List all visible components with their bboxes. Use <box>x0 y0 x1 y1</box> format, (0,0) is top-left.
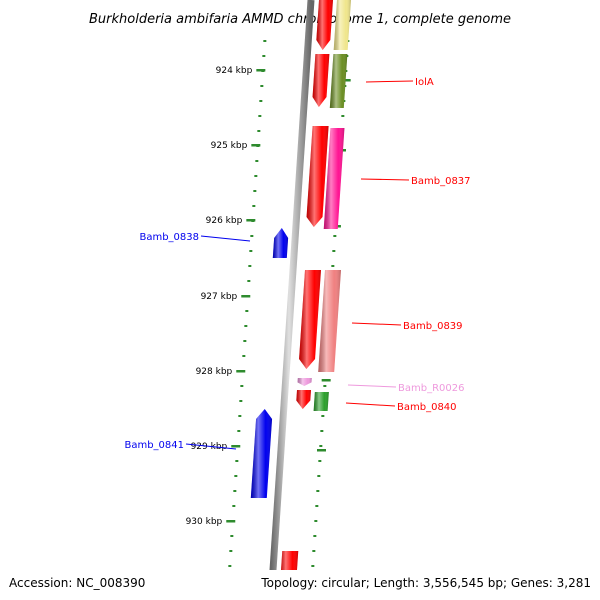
tick-dot <box>253 190 257 192</box>
tick-dot <box>255 160 259 162</box>
gene-leader-line <box>351 322 402 326</box>
outer-tick-dot <box>312 550 316 552</box>
outer-tick-dot <box>332 250 336 252</box>
tick-mark <box>246 219 256 222</box>
tick-dot <box>240 385 244 387</box>
outer-tick-dot <box>313 535 317 537</box>
outer-tick-dot <box>314 520 318 522</box>
gene-leader-line <box>185 443 237 450</box>
tick-label: 928 kbp <box>196 367 233 377</box>
tick-dot <box>242 355 246 357</box>
tick-dot <box>232 505 236 507</box>
gene-feature-shading <box>333 0 351 50</box>
gene-label[interactable]: IolA <box>415 77 434 88</box>
tick-mark <box>226 520 236 523</box>
gene-feature-shading <box>329 54 348 108</box>
tick-label: 929 kbp <box>191 442 228 452</box>
map-title: Burkholderia ambifaria AMMD chromosome 1… <box>89 12 511 27</box>
outer-tick-dot <box>315 505 319 507</box>
tick-dot <box>243 340 247 342</box>
tick-dot <box>248 265 252 267</box>
gene-label[interactable]: Bamb_0839 <box>403 321 463 332</box>
gene-feature-shading <box>312 54 330 107</box>
tick-dot <box>235 460 239 462</box>
tick-dot <box>263 40 267 42</box>
tick-dot <box>233 490 237 492</box>
gene-label[interactable]: Bamb_0840 <box>397 402 457 413</box>
tick-mark <box>231 445 241 448</box>
genome-backbone <box>267 0 315 600</box>
tick-mark <box>251 144 261 147</box>
tick-dot <box>230 535 234 537</box>
outer-tick-mark <box>341 79 351 82</box>
gene-leader-line <box>200 235 251 242</box>
tick-dot <box>260 85 264 87</box>
gene-leader-line <box>360 178 410 181</box>
outer-tick-dot <box>341 115 345 117</box>
tick-dot <box>238 415 242 417</box>
tick-dot <box>239 400 243 402</box>
tick-dot <box>249 250 253 252</box>
gene-feature-shading <box>323 128 345 229</box>
tick-dot <box>259 100 263 102</box>
tick-dot <box>262 55 266 57</box>
gene-leader-line <box>345 402 396 407</box>
tick-dot <box>257 130 261 132</box>
tick-dot <box>252 205 256 207</box>
gene-feature-shading <box>272 228 289 258</box>
tick-label: 924 kbp <box>216 66 253 76</box>
gene-feature-shading <box>299 270 321 369</box>
outer-tick-mark <box>321 379 331 382</box>
gene-feature-shading <box>296 390 311 409</box>
tick-dot <box>254 175 258 177</box>
outer-tick-dot <box>319 445 323 447</box>
gene-feature-shading <box>316 0 333 50</box>
accession-text: Accession: NC_008390 <box>9 576 145 590</box>
gene-leader-line <box>365 80 414 83</box>
outer-tick-mark <box>317 449 326 452</box>
gene-label[interactable]: Bamb_0841 <box>124 440 184 451</box>
topology-text: Topology: circular; Length: 3,556,545 bp… <box>260 576 591 590</box>
tick-dot <box>234 475 238 477</box>
tick-dot <box>258 115 262 117</box>
tick-label: 930 kbp <box>186 517 223 527</box>
tick-dot <box>244 325 248 327</box>
gene-feature-shading <box>250 409 273 498</box>
tick-dot <box>250 235 254 237</box>
tick-mark <box>256 69 266 72</box>
gene-feature-shading <box>297 378 312 386</box>
tick-dot <box>237 430 241 432</box>
gene-feature-shading <box>313 392 329 411</box>
gene-label[interactable]: Bamb_0837 <box>411 176 471 187</box>
gene-feature-shading <box>306 126 329 227</box>
outer-tick-dot <box>321 415 325 417</box>
tick-dot <box>245 310 249 312</box>
tick-mark <box>241 295 251 298</box>
outer-tick-dot <box>320 430 324 432</box>
outer-tick-dot <box>333 235 337 237</box>
tick-track <box>226 40 267 597</box>
tick-dot <box>228 565 232 567</box>
tick-dot <box>229 550 233 552</box>
tick-label: 926 kbp <box>206 216 243 226</box>
gene-leader-line <box>347 384 397 388</box>
tick-label: 927 kbp <box>201 292 238 302</box>
gene-label[interactable]: Bamb_0838 <box>139 232 199 243</box>
outer-tick-dot <box>317 475 321 477</box>
tick-dot <box>247 280 251 282</box>
tick-mark <box>236 370 246 373</box>
outer-tick-dot <box>331 265 335 267</box>
gene-feature-shading <box>318 270 341 372</box>
gene-label[interactable]: Bamb_R0026 <box>398 383 464 394</box>
outer-tick-dot <box>316 490 320 492</box>
outer-tick-dot <box>323 385 327 387</box>
outer-tick-dot <box>318 460 322 462</box>
outer-tick-dot <box>311 565 315 567</box>
tick-label: 925 kbp <box>211 141 248 151</box>
footer-band <box>0 570 600 600</box>
